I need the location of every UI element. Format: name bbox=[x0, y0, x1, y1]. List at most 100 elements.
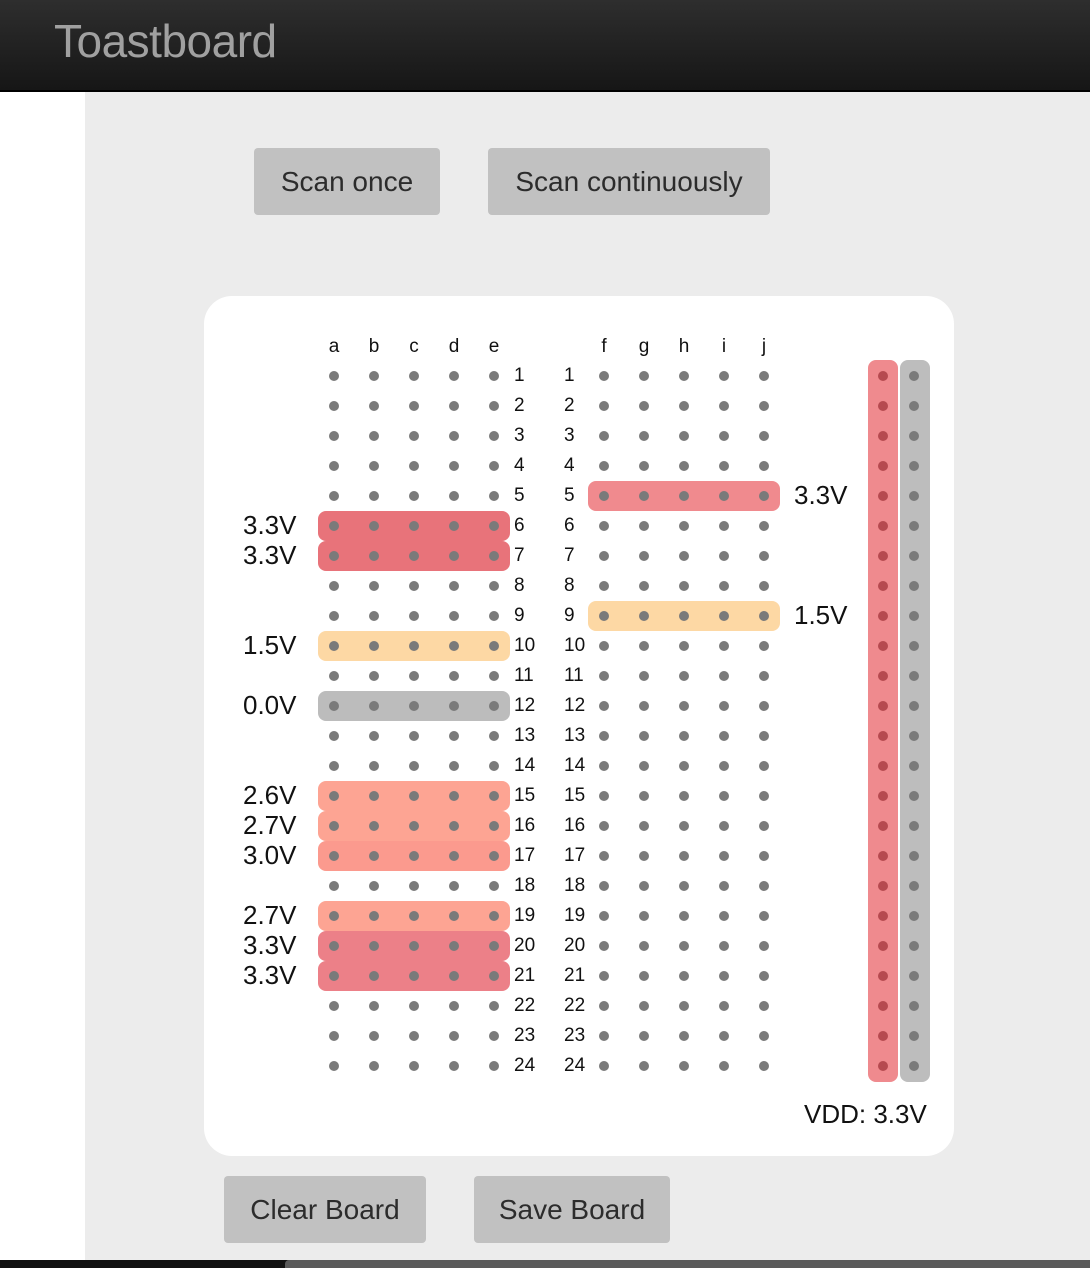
breadboard-hole[interactable] bbox=[639, 431, 649, 441]
rail-hole[interactable] bbox=[909, 761, 919, 771]
breadboard-hole[interactable] bbox=[449, 791, 459, 801]
breadboard-hole[interactable] bbox=[449, 371, 459, 381]
breadboard-hole[interactable] bbox=[719, 701, 729, 711]
breadboard-hole[interactable] bbox=[599, 491, 609, 501]
breadboard-hole[interactable] bbox=[409, 371, 419, 381]
breadboard-hole[interactable] bbox=[719, 1031, 729, 1041]
breadboard-hole[interactable] bbox=[449, 911, 459, 921]
breadboard-hole[interactable] bbox=[679, 611, 689, 621]
breadboard-hole[interactable] bbox=[489, 911, 499, 921]
breadboard-hole[interactable] bbox=[759, 461, 769, 471]
breadboard-hole[interactable] bbox=[679, 941, 689, 951]
breadboard-hole[interactable] bbox=[369, 1001, 379, 1011]
breadboard-hole[interactable] bbox=[409, 971, 419, 981]
breadboard-hole[interactable] bbox=[639, 821, 649, 831]
breadboard-hole[interactable] bbox=[759, 701, 769, 711]
rail-hole[interactable] bbox=[909, 821, 919, 831]
breadboard-hole[interactable] bbox=[719, 551, 729, 561]
breadboard-hole[interactable] bbox=[329, 461, 339, 471]
vdd-rail[interactable] bbox=[868, 360, 898, 1082]
breadboard-hole[interactable] bbox=[639, 521, 649, 531]
rail-hole[interactable] bbox=[878, 911, 888, 921]
breadboard-hole[interactable] bbox=[599, 821, 609, 831]
breadboard-hole[interactable] bbox=[759, 821, 769, 831]
breadboard-hole[interactable] bbox=[679, 401, 689, 411]
breadboard-hole[interactable] bbox=[369, 1061, 379, 1071]
breadboard-hole[interactable] bbox=[409, 461, 419, 471]
breadboard-hole[interactable] bbox=[599, 761, 609, 771]
breadboard-hole[interactable] bbox=[679, 1031, 689, 1041]
breadboard-hole[interactable] bbox=[679, 521, 689, 531]
breadboard-hole[interactable] bbox=[639, 791, 649, 801]
breadboard-hole[interactable] bbox=[329, 701, 339, 711]
breadboard-hole[interactable] bbox=[449, 1031, 459, 1041]
breadboard-hole[interactable] bbox=[369, 491, 379, 501]
breadboard-hole[interactable] bbox=[409, 521, 419, 531]
breadboard-hole[interactable] bbox=[679, 491, 689, 501]
rail-hole[interactable] bbox=[878, 851, 888, 861]
breadboard-hole[interactable] bbox=[719, 761, 729, 771]
breadboard-hole[interactable] bbox=[679, 761, 689, 771]
breadboard-hole[interactable] bbox=[599, 1031, 609, 1041]
breadboard-hole[interactable] bbox=[679, 911, 689, 921]
breadboard-hole[interactable] bbox=[369, 611, 379, 621]
breadboard-hole[interactable] bbox=[679, 641, 689, 651]
breadboard-hole[interactable] bbox=[719, 491, 729, 501]
rail-hole[interactable] bbox=[909, 791, 919, 801]
breadboard-hole[interactable] bbox=[679, 1001, 689, 1011]
breadboard-hole[interactable] bbox=[329, 1031, 339, 1041]
rail-hole[interactable] bbox=[878, 701, 888, 711]
breadboard-hole[interactable] bbox=[409, 701, 419, 711]
rail-hole[interactable] bbox=[878, 641, 888, 651]
breadboard-hole[interactable] bbox=[369, 371, 379, 381]
breadboard-hole[interactable] bbox=[449, 761, 459, 771]
rail-hole[interactable] bbox=[909, 461, 919, 471]
breadboard-hole[interactable] bbox=[759, 941, 769, 951]
breadboard-hole[interactable] bbox=[409, 941, 419, 951]
breadboard-hole[interactable] bbox=[489, 521, 499, 531]
breadboard-hole[interactable] bbox=[599, 881, 609, 891]
scan-once-button[interactable]: Scan once bbox=[254, 148, 440, 215]
rail-hole[interactable] bbox=[878, 521, 888, 531]
breadboard-hole[interactable] bbox=[409, 851, 419, 861]
breadboard-hole[interactable] bbox=[639, 641, 649, 651]
breadboard-hole[interactable] bbox=[449, 701, 459, 711]
rail-hole[interactable] bbox=[878, 731, 888, 741]
rail-hole[interactable] bbox=[878, 431, 888, 441]
rail-hole[interactable] bbox=[878, 881, 888, 891]
ground-rail[interactable] bbox=[900, 360, 930, 1082]
breadboard-hole[interactable] bbox=[679, 701, 689, 711]
breadboard-hole[interactable] bbox=[409, 401, 419, 411]
breadboard-hole[interactable] bbox=[599, 941, 609, 951]
clear-board-button[interactable]: Clear Board bbox=[224, 1176, 426, 1243]
breadboard-hole[interactable] bbox=[759, 791, 769, 801]
breadboard-hole[interactable] bbox=[679, 851, 689, 861]
breadboard-hole[interactable] bbox=[329, 641, 339, 651]
breadboard-hole[interactable] bbox=[369, 461, 379, 471]
breadboard-hole[interactable] bbox=[369, 941, 379, 951]
breadboard-hole[interactable] bbox=[369, 911, 379, 921]
rail-hole[interactable] bbox=[878, 791, 888, 801]
breadboard-hole[interactable] bbox=[449, 461, 459, 471]
breadboard-hole[interactable] bbox=[409, 821, 419, 831]
breadboard-hole[interactable] bbox=[759, 671, 769, 681]
breadboard-hole[interactable] bbox=[329, 851, 339, 861]
breadboard-hole[interactable] bbox=[449, 1001, 459, 1011]
breadboard-hole[interactable] bbox=[329, 941, 339, 951]
breadboard-hole[interactable] bbox=[599, 701, 609, 711]
breadboard-hole[interactable] bbox=[639, 971, 649, 981]
breadboard-hole[interactable] bbox=[369, 821, 379, 831]
breadboard-hole[interactable] bbox=[409, 431, 419, 441]
breadboard-hole[interactable] bbox=[719, 881, 729, 891]
breadboard-hole[interactable] bbox=[639, 731, 649, 741]
breadboard-hole[interactable] bbox=[639, 1001, 649, 1011]
breadboard-hole[interactable] bbox=[489, 641, 499, 651]
breadboard-hole[interactable] bbox=[759, 491, 769, 501]
breadboard-hole[interactable] bbox=[759, 1061, 769, 1071]
breadboard-hole[interactable] bbox=[759, 431, 769, 441]
rail-hole[interactable] bbox=[878, 551, 888, 561]
breadboard-hole[interactable] bbox=[489, 971, 499, 981]
breadboard-hole[interactable] bbox=[679, 791, 689, 801]
breadboard-hole[interactable] bbox=[759, 761, 769, 771]
breadboard-hole[interactable] bbox=[409, 731, 419, 741]
